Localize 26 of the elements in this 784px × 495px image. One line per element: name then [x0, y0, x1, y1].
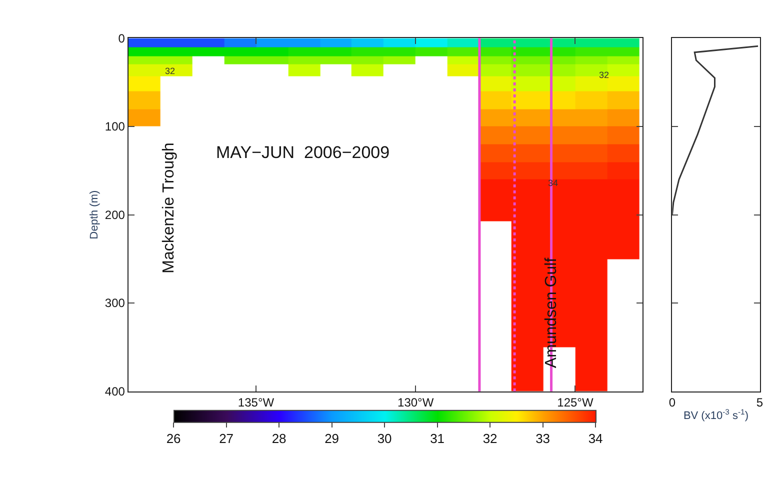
color-bar-label: 30 [377, 431, 392, 446]
color-bar-label: 34 [588, 431, 603, 446]
annotation: 32 [165, 66, 176, 76]
color-bar-label: 28 [272, 431, 286, 446]
x-tick-label: 130°W [398, 396, 434, 410]
y-axis-title: Depth (m) [88, 190, 101, 240]
x-tick-label: 135°W [238, 396, 275, 410]
y-tick-label: 200 [104, 208, 126, 222]
y-tick-label: 300 [104, 296, 126, 310]
x-tick-label: 0 [668, 396, 676, 410]
color-bar-label: 26 [166, 431, 181, 446]
color-bar-label: 29 [324, 431, 340, 446]
text: MAY−JUN 2006−2009 [216, 143, 390, 162]
y-tick-label: 400 [104, 384, 126, 399]
x-tick-label: 5 [756, 396, 764, 410]
y-tick-label: 0 [118, 31, 126, 46]
color-bar-label: 31 [430, 431, 445, 446]
x-axis-title: BV (x10$^{-3}$ s$^{-1}$) [683, 407, 749, 422]
x-tick-label: 125°W [557, 396, 594, 410]
color-bar-label: 33 [536, 431, 550, 446]
color-bar-label: 27 [219, 431, 234, 446]
y-tick-label: 100 [104, 120, 126, 134]
annotation: Amundsen Gulf [543, 257, 560, 368]
color-bar-label: 32 [482, 431, 498, 446]
annotation: 32 [599, 70, 610, 80]
annotation: Mackenzie Trough [160, 142, 178, 274]
